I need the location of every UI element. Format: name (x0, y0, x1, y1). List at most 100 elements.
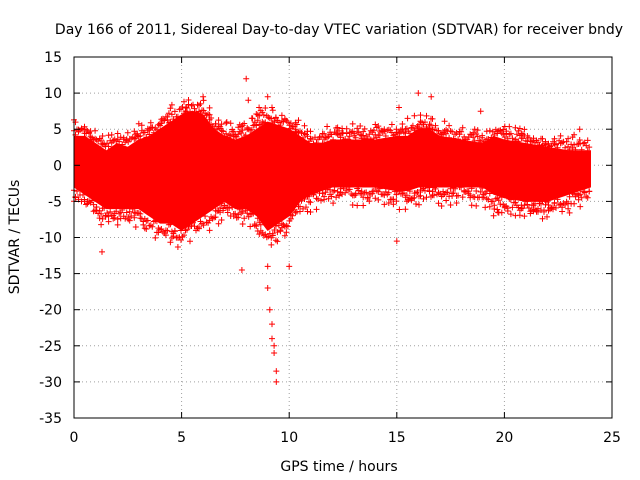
data-point (262, 105, 269, 111)
y-tick-label: -5 (48, 194, 62, 210)
data-point (566, 209, 573, 216)
data-point (318, 133, 324, 140)
data-point (559, 208, 566, 215)
data-point (164, 227, 171, 234)
data-point (435, 200, 442, 207)
data-point (105, 213, 112, 220)
data-point (361, 125, 368, 132)
data-point (321, 196, 328, 203)
outlier-point (415, 90, 422, 97)
data-point (167, 105, 174, 112)
outlier-point (269, 104, 275, 111)
data-point (98, 221, 105, 228)
data-point (363, 189, 370, 196)
data-point (324, 123, 331, 130)
data-point (438, 203, 445, 209)
data-point (168, 111, 175, 118)
y-tick-label: -25 (39, 339, 62, 355)
data-point (190, 219, 196, 226)
data-point (419, 125, 425, 132)
data-point (578, 146, 585, 153)
data-point (281, 232, 288, 239)
outlier-point (273, 368, 280, 375)
outlier-point (200, 93, 207, 100)
data-point (174, 244, 181, 250)
data-point (494, 206, 501, 213)
outlier-point (238, 267, 245, 273)
data-point (250, 210, 257, 217)
y-tick-label: 0 (53, 158, 62, 174)
data-point (269, 232, 276, 239)
data-point (571, 131, 578, 138)
data-point (256, 231, 263, 238)
data-point (191, 105, 198, 112)
y-tick-label: 5 (53, 122, 62, 138)
data-point (441, 118, 448, 125)
data-point (140, 221, 147, 228)
data-point (174, 113, 181, 120)
data-point (557, 132, 564, 139)
data-point (239, 221, 246, 227)
data-point (101, 205, 108, 212)
data-point (551, 135, 558, 142)
data-point (114, 216, 121, 223)
data-point (390, 201, 397, 208)
outlier-point (245, 97, 252, 104)
data-point (254, 117, 261, 124)
data-point (532, 200, 538, 207)
outlier-point (124, 129, 131, 136)
data-point (301, 122, 308, 129)
data-point (218, 217, 225, 223)
data-point (364, 135, 371, 142)
data-point (152, 234, 159, 241)
data-point (361, 136, 368, 143)
data-point (144, 217, 151, 224)
data-point (138, 122, 145, 129)
outlier-point (428, 93, 435, 100)
data-point (422, 119, 428, 126)
data-point (423, 112, 430, 119)
data-point (171, 228, 178, 235)
data-point (577, 191, 584, 198)
data-point (482, 204, 489, 211)
data-point (253, 223, 260, 230)
data-point (104, 140, 111, 147)
data-point (503, 128, 510, 135)
data-point (527, 210, 534, 217)
data-point (284, 223, 291, 230)
data-point (345, 136, 352, 143)
data-point (417, 192, 424, 199)
data-point (131, 214, 138, 221)
data-point (147, 119, 154, 126)
data-point (278, 112, 285, 119)
data-point (521, 213, 528, 220)
data-point (185, 97, 192, 103)
data-point (256, 112, 263, 119)
data-point (550, 204, 556, 211)
data-point (334, 124, 341, 131)
data-point (473, 188, 480, 194)
data-point (268, 241, 275, 248)
data-point (486, 127, 493, 134)
y-tick-label: -20 (39, 303, 62, 319)
axis-ticks: 0 5 10 15 20 25 15 10 5 0 -5 -10 -15 -20 -25 -30 -35 (39, 50, 621, 446)
data-point (584, 137, 591, 144)
data-point (161, 117, 168, 124)
data-point (165, 110, 172, 117)
y-tick-label: -10 (39, 231, 62, 247)
outlier-point (249, 115, 256, 122)
data-point (458, 128, 465, 135)
data-point (507, 211, 514, 218)
data-point (196, 224, 202, 230)
outlier-point (393, 238, 400, 245)
data-point (577, 203, 584, 210)
data-points (71, 75, 593, 385)
data-point (98, 137, 105, 144)
y-tick-label: -30 (39, 375, 62, 391)
data-point (223, 130, 230, 137)
chart-title: Day 166 of 2011, Sidereal Day-to-day VTE… (55, 22, 623, 38)
data-point (403, 192, 410, 199)
data-point (571, 200, 578, 207)
data-point (447, 202, 454, 208)
